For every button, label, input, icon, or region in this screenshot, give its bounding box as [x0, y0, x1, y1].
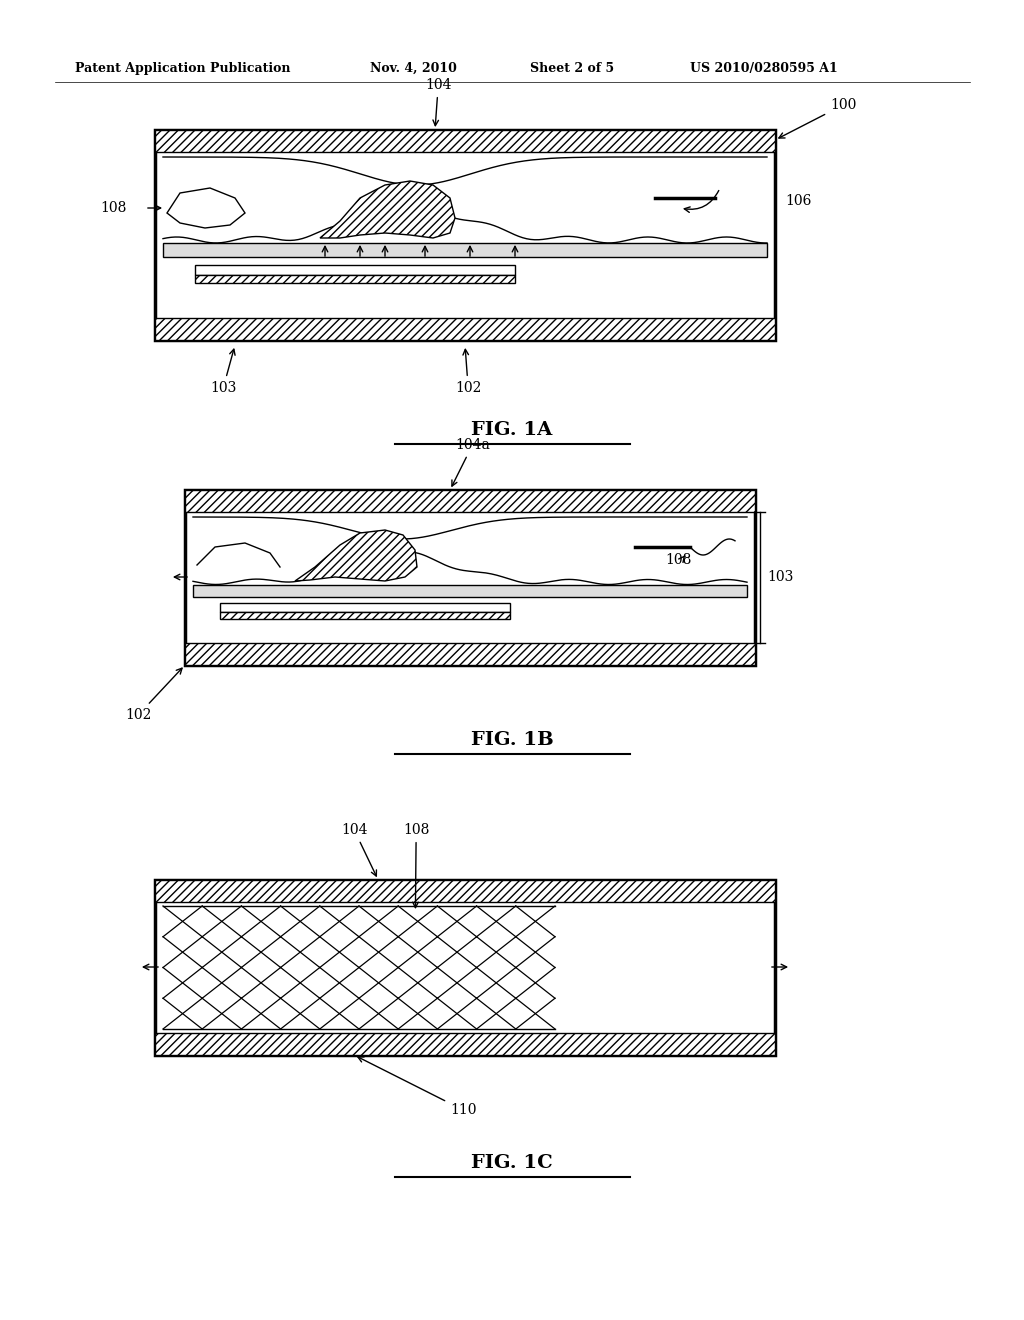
- Bar: [185, 643, 755, 665]
- Text: 100: 100: [779, 98, 856, 139]
- Text: 106: 106: [785, 194, 811, 209]
- Text: 104: 104: [341, 822, 377, 876]
- Text: 108: 108: [100, 201, 126, 215]
- Bar: [195, 275, 515, 282]
- Text: 104a: 104a: [452, 438, 489, 486]
- Bar: [220, 612, 510, 619]
- Bar: [155, 880, 775, 902]
- Text: 108: 108: [665, 553, 691, 568]
- Bar: [163, 243, 767, 257]
- Text: 103: 103: [767, 570, 794, 583]
- Text: US 2010/0280595 A1: US 2010/0280595 A1: [690, 62, 838, 75]
- Text: FIG. 1A: FIG. 1A: [471, 421, 553, 440]
- Bar: [155, 318, 775, 341]
- Bar: [185, 490, 755, 512]
- Bar: [155, 880, 775, 1055]
- Text: 102: 102: [125, 668, 182, 722]
- Bar: [220, 603, 510, 612]
- Bar: [193, 585, 746, 597]
- Text: 108: 108: [403, 822, 429, 908]
- Text: FIG. 1B: FIG. 1B: [471, 731, 553, 748]
- Text: FIG. 1C: FIG. 1C: [471, 1154, 553, 1172]
- Text: Patent Application Publication: Patent Application Publication: [75, 62, 291, 75]
- Bar: [195, 265, 515, 275]
- Text: 104: 104: [425, 78, 452, 125]
- Bar: [155, 129, 775, 341]
- Bar: [155, 129, 775, 152]
- Text: 102: 102: [455, 350, 481, 395]
- Polygon shape: [319, 181, 455, 238]
- Polygon shape: [295, 531, 417, 581]
- Text: 110: 110: [357, 1057, 476, 1117]
- Bar: [155, 1034, 775, 1055]
- Text: 103: 103: [210, 350, 237, 395]
- Text: Sheet 2 of 5: Sheet 2 of 5: [530, 62, 614, 75]
- Text: Nov. 4, 2010: Nov. 4, 2010: [370, 62, 457, 75]
- Polygon shape: [167, 187, 245, 228]
- Bar: [185, 490, 755, 665]
